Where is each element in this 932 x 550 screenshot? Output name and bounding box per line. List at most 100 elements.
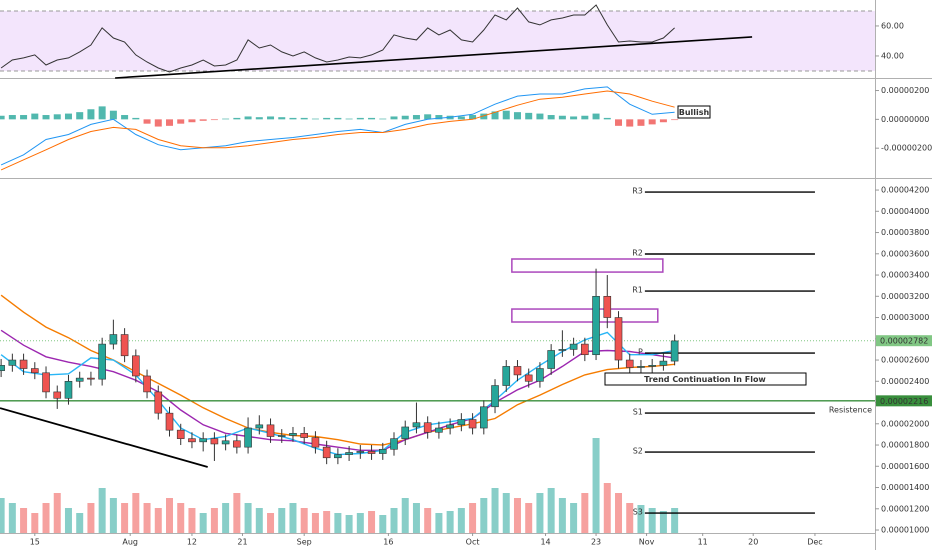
histogram-bar (558, 115, 566, 120)
candle-body (53, 391, 62, 399)
y-tick-label: -0.00000200 (881, 144, 932, 153)
volume-bar (87, 503, 95, 533)
y-tick-label: 0.00003000 (881, 313, 929, 322)
volume-bar (42, 503, 50, 533)
histogram-bar (592, 113, 600, 120)
volume-bar (76, 513, 84, 533)
histogram-bar (87, 109, 95, 120)
histogram-bar (368, 117, 376, 120)
volume-bar (536, 493, 544, 533)
moving-average (0, 329, 675, 451)
histogram-bar (143, 119, 151, 124)
candle-body (345, 452, 353, 455)
volume-bar (603, 483, 611, 533)
pivot-label: S1 (633, 408, 643, 417)
candle-body (581, 343, 589, 356)
histogram-bar (222, 118, 230, 120)
histogram-bar (267, 116, 275, 120)
x-tick-label: 15 (30, 538, 40, 547)
y-tick-label: 0.00002600 (881, 356, 929, 365)
volume-bar (64, 508, 72, 533)
volume-bar (334, 513, 342, 533)
histogram-bar (98, 106, 106, 120)
candle-body (0, 365, 5, 371)
rsi-band (0, 10, 875, 71)
histogram-bar (536, 113, 544, 120)
candle-body (277, 435, 286, 437)
volume-bar (412, 503, 420, 533)
histogram-bar (109, 110, 117, 120)
histogram-bar (469, 115, 477, 120)
x-tick-label: 11 (698, 538, 708, 547)
histogram-bar (154, 119, 162, 127)
candle-body (367, 451, 376, 454)
candle-body (637, 366, 645, 368)
histogram-bar (637, 119, 645, 126)
volume-bar (469, 503, 477, 533)
candle-body (8, 359, 17, 366)
pivot-label: S2 (633, 447, 643, 456)
volume-bar (615, 493, 623, 533)
macd-line (0, 86, 675, 166)
histogram-bar (525, 112, 533, 120)
y-tick-label: 0.00003600 (881, 249, 929, 258)
candle-body (165, 412, 174, 431)
y-tick-label: 0.00001000 (881, 526, 929, 535)
y-tick-label: 0.00004200 (881, 186, 929, 195)
candle-body (659, 360, 668, 366)
histogram-bar (53, 114, 61, 120)
x-tick-label: 21 (237, 538, 247, 547)
y-tick-label: 0.00003200 (881, 292, 929, 301)
histogram-bar (20, 115, 28, 120)
volume-bar (345, 515, 353, 533)
candle-body (356, 451, 365, 453)
rsi-line (0, 4, 675, 73)
candle-body (536, 368, 544, 382)
histogram-bar (356, 117, 364, 120)
candle-body (143, 375, 151, 393)
volume-bar (401, 498, 409, 533)
pivot-label: S3 (633, 508, 643, 517)
histogram-bar (323, 117, 331, 120)
histogram-bar (244, 116, 252, 120)
y-tick-label: 0.00003400 (881, 271, 929, 280)
candle-body (98, 343, 106, 380)
price-tag-label: 0.00002782 (880, 337, 928, 346)
histogram-bar (31, 113, 39, 120)
volume-bar (513, 498, 521, 533)
y-tick-label: 40.00 (881, 51, 904, 60)
histogram-bar (401, 115, 409, 120)
annotation-box (677, 105, 711, 119)
volume-bar (109, 498, 117, 533)
macd-line (0, 90, 675, 171)
pivot-label: P (638, 348, 643, 357)
histogram-bar (547, 115, 555, 120)
x-tick-label: 14 (540, 538, 550, 547)
annotation-box (604, 372, 807, 386)
candle-body (176, 429, 185, 439)
volume-bar (558, 498, 566, 533)
volume-bar (31, 513, 39, 533)
volume-bar (323, 511, 331, 533)
histogram-bar (345, 118, 353, 120)
volume-bar (143, 503, 151, 533)
candle-body (244, 427, 252, 448)
histogram-bar (581, 115, 589, 120)
histogram-bar (648, 119, 656, 125)
candle-body (412, 422, 421, 428)
highlight-box (511, 258, 664, 273)
candle-body (390, 438, 398, 450)
candle-body (423, 422, 432, 433)
candle-body (322, 446, 331, 459)
volume-bar (446, 511, 454, 533)
candle-body (480, 406, 488, 429)
candle-body (311, 437, 320, 448)
histogram-bar (570, 116, 578, 120)
price-tag-label: 0.00002216 (880, 397, 928, 406)
y-tick-label: 0.00002400 (881, 377, 929, 386)
volume-bar (502, 493, 510, 533)
histogram-bar (424, 114, 432, 120)
histogram-bar (165, 119, 173, 126)
